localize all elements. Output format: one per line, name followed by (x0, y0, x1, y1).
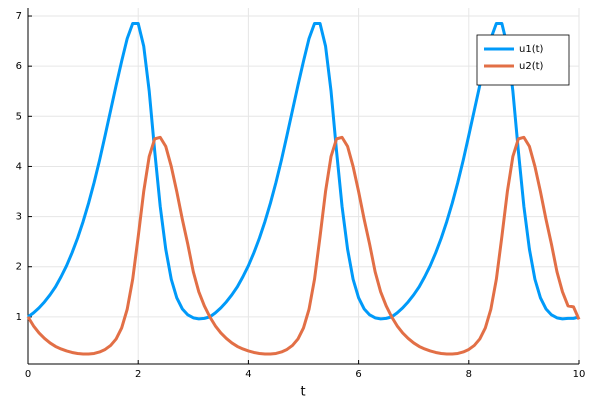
y-tick-label: 4 (16, 161, 22, 172)
x-tick-label: 8 (466, 369, 472, 380)
legend-label: u2(t) (519, 61, 544, 72)
x-tick-label: 10 (573, 369, 586, 380)
x-tick-label: 6 (355, 369, 361, 380)
y-tick-label: 1 (16, 312, 22, 323)
x-axis-label: t (300, 385, 305, 400)
legend: u1(t) u2(t) (476, 34, 570, 86)
x-tick-label: 0 (25, 369, 31, 380)
y-tick-label: 2 (16, 262, 22, 273)
y-tick-label: 3 (16, 212, 22, 223)
y-tick-label: 6 (16, 61, 22, 72)
series-line (26, 135, 581, 356)
legend-label: u1(t) (519, 44, 544, 55)
x-tick-label: 4 (245, 369, 251, 380)
y-tick-label: 7 (16, 11, 22, 22)
legend-box (476, 34, 570, 86)
x-tick-label: 2 (135, 369, 141, 380)
y-tick-label: 5 (16, 111, 22, 122)
